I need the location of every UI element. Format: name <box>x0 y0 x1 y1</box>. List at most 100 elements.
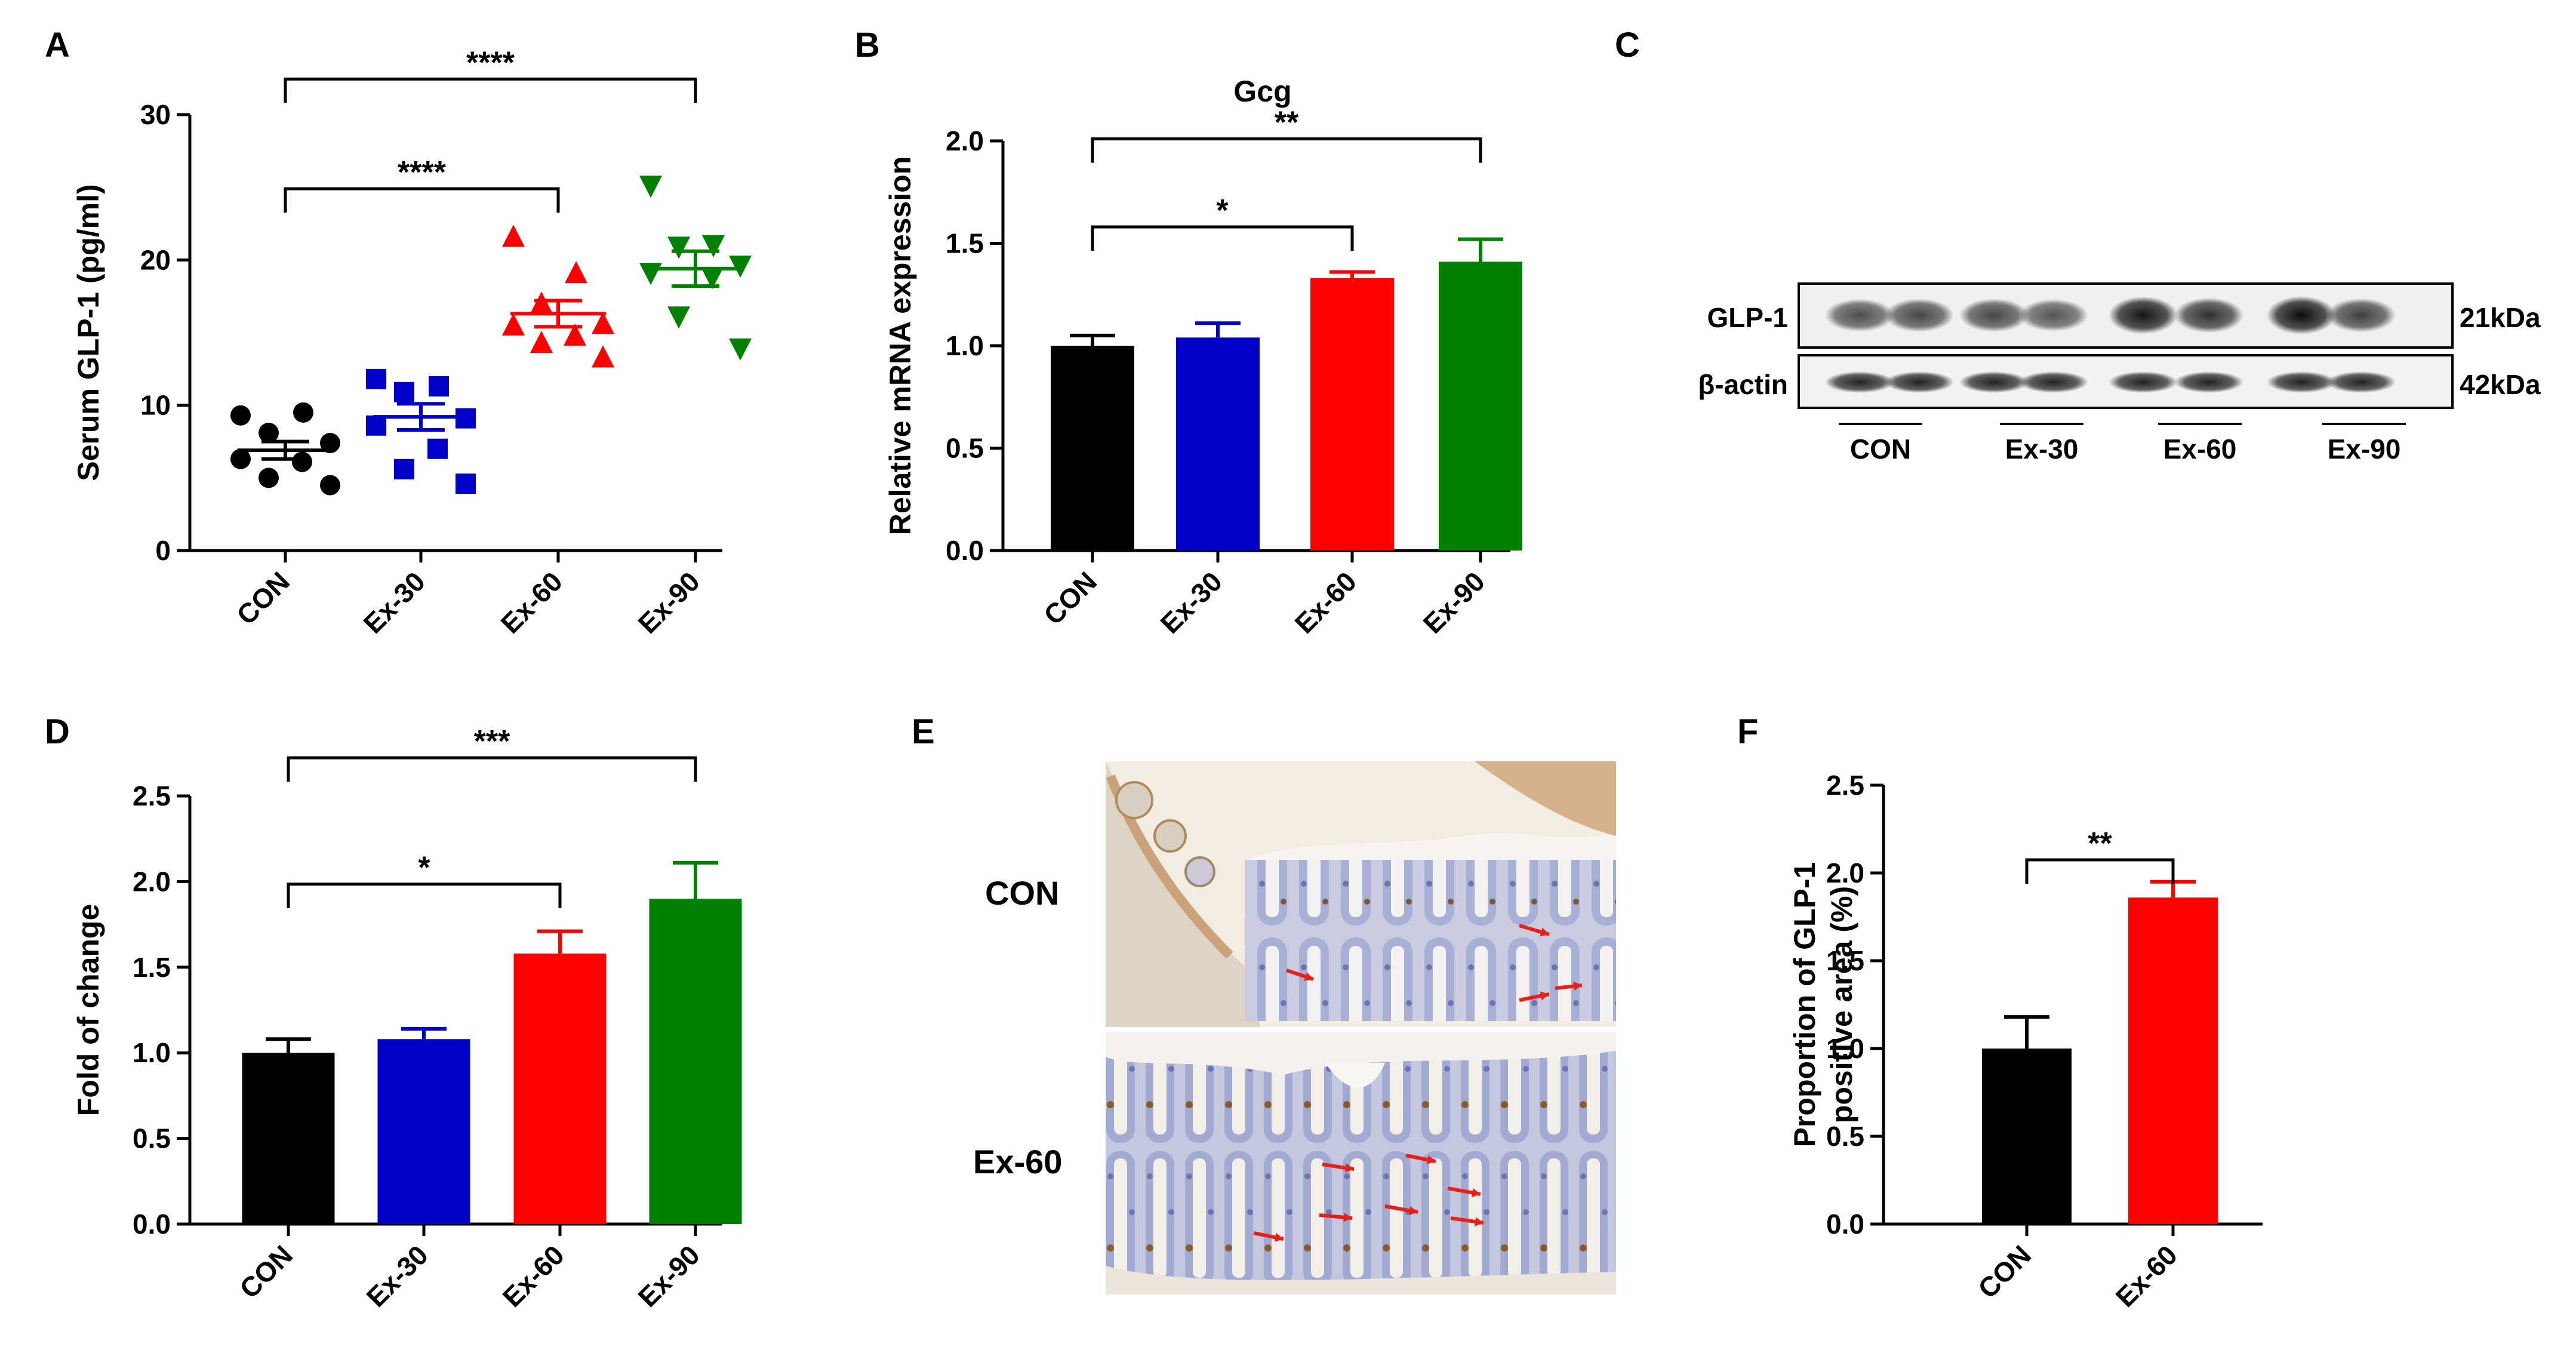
y-axis-label: Relative mRNA expression <box>884 156 917 536</box>
y-tick-label: 1.0 <box>133 1037 171 1068</box>
blot-band-glp1 <box>1885 299 1954 332</box>
blot-group-label: CON <box>1850 433 1911 465</box>
data-point <box>456 474 476 494</box>
bar <box>242 1053 335 1224</box>
data-point <box>592 312 614 334</box>
x-tick-label: CON <box>230 565 296 631</box>
data-point <box>258 422 279 443</box>
histology-arrow-head <box>1573 981 1582 991</box>
x-tick-label: Ex-30 <box>358 565 432 640</box>
histology-arrow-head <box>1304 972 1313 981</box>
blot-band-actin <box>2326 371 2396 393</box>
bar <box>1982 1049 2072 1224</box>
chart-d-fold-change: 0.0 0.5 1.0 1.5 2.0 2.5 CON Ex-30 Ex-60 Ex-90 Fold… <box>72 724 742 1313</box>
data-point <box>230 405 251 426</box>
blot-band-actin <box>1885 371 1954 393</box>
y-tick-label: 0.0 <box>1826 1209 1864 1240</box>
significance-label: ** <box>2088 826 2112 861</box>
western-blot: GLP-1 β-actin 21kDa 42kDa CON Ex-30 Ex-60 E… <box>1698 282 2541 465</box>
data-point <box>502 225 525 247</box>
bar <box>513 953 607 1224</box>
histology-label-ex60: Ex-60 <box>973 1143 1062 1180</box>
y-tick-label: 0.0 <box>946 535 984 566</box>
data-point <box>701 267 724 290</box>
x-tick-label: Ex-90 <box>1417 565 1491 640</box>
significance-bracket <box>284 77 697 103</box>
blot-band-actin <box>1825 371 1894 393</box>
data-point <box>729 338 752 361</box>
panel-label-d: D <box>45 712 70 751</box>
data-point <box>502 313 525 336</box>
significance-bracket <box>287 756 697 782</box>
chart-a-serum-glp1: 0 10 20 30 CON Ex-30 Ex-60 Ex-90 Serum GLP-1 (pg… <box>72 45 752 640</box>
y-axis-label: positive area (%) <box>1825 886 1858 1123</box>
y-tick-label: 2.0 <box>1826 857 1864 888</box>
significance-bracket <box>287 883 562 908</box>
data-point <box>564 323 586 346</box>
x-tick-label: CON <box>233 1239 298 1304</box>
histology-arrow-head <box>1343 1213 1352 1222</box>
histology-arrow-head <box>1408 1206 1418 1216</box>
y-tick-label: 30 <box>140 99 171 130</box>
significance-label: * <box>418 851 430 886</box>
y-tick-label: 1.0 <box>1826 1033 1864 1064</box>
y-tick-label: 1.5 <box>1826 945 1864 976</box>
y-tick-label: 0.5 <box>133 1123 171 1154</box>
y-axis-label: Proportion of GLP-1 <box>1788 862 1821 1148</box>
blot-band-glp1 <box>1825 299 1894 332</box>
data-point <box>565 261 587 284</box>
x-tick-label: Ex-90 <box>632 565 706 640</box>
blot-band-glp1 <box>2109 296 2178 334</box>
blot-band-actin <box>2174 371 2243 393</box>
significance-label: *** <box>474 724 510 759</box>
data-point <box>729 256 752 278</box>
data-point <box>366 415 386 436</box>
data-point <box>639 263 662 285</box>
x-tick-label: Ex-60 <box>2110 1239 2184 1313</box>
bar <box>1310 278 1394 551</box>
histology-arrow-head <box>1475 1217 1484 1226</box>
blot-band-actin <box>2267 371 2336 393</box>
data-point <box>292 451 312 472</box>
data-point <box>530 291 553 314</box>
y-tick-label: 0.0 <box>133 1209 171 1240</box>
panel-label-a: A <box>45 26 70 64</box>
x-tick-label: Ex-30 <box>361 1239 435 1313</box>
data-point <box>394 382 414 402</box>
panel-label-b: B <box>855 26 880 64</box>
data-point <box>293 402 313 423</box>
blot-row-label-actin: β-actin <box>1698 369 1788 400</box>
data-point <box>592 345 614 368</box>
x-tick-label: CON <box>1972 1239 2037 1304</box>
y-tick-label: 2.0 <box>133 866 171 897</box>
blot-band-glp1 <box>2019 299 2088 331</box>
y-tick-label: 2.0 <box>946 125 984 156</box>
significance-bracket <box>284 187 560 213</box>
histology-image-con <box>1106 761 1616 1027</box>
y-tick-label: 1.0 <box>946 330 984 361</box>
y-axis-label: Serum GLP-1 (pg/ml) <box>72 184 105 481</box>
histology-image-ex60 <box>1106 1032 1616 1295</box>
chart-title: Gcg <box>1233 75 1291 108</box>
significance-label: **** <box>398 155 447 190</box>
x-tick-label: Ex-30 <box>1155 565 1229 640</box>
data-point <box>667 306 690 329</box>
panel-label-c: C <box>1615 26 1640 64</box>
histology-arrow-head <box>1540 927 1549 937</box>
blot-band-glp1 <box>2267 296 2336 334</box>
blot-group-label: Ex-30 <box>2005 433 2079 465</box>
x-tick-label: Ex-90 <box>632 1239 706 1313</box>
data-point <box>702 235 725 257</box>
blot-group-label: Ex-90 <box>2328 433 2401 465</box>
blot-band-actin <box>1959 371 2029 393</box>
blot-band-actin <box>2109 371 2178 393</box>
significance-bracket <box>2025 858 2175 884</box>
y-tick-label: 2.5 <box>1826 770 1864 801</box>
significance-bracket <box>1091 137 1482 163</box>
data-point <box>427 438 448 459</box>
histology-arrow-head <box>1344 1163 1354 1173</box>
data-point <box>230 448 251 469</box>
bar <box>377 1039 470 1224</box>
histology-arrow-head <box>1274 1232 1284 1242</box>
